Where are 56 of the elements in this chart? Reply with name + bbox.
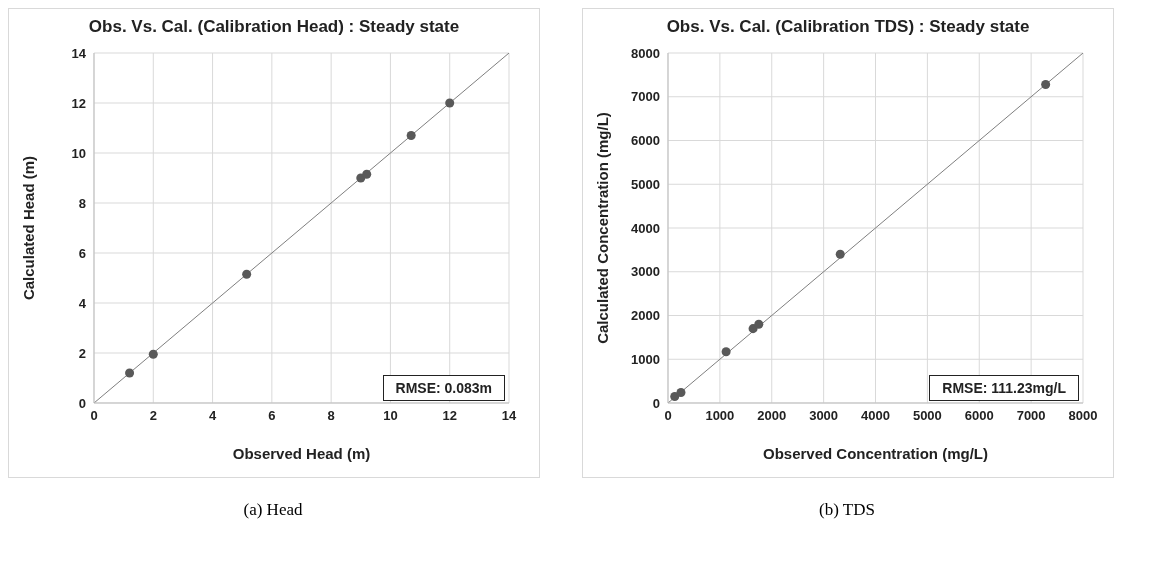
annotation: RMSE: 111.23mg/L bbox=[929, 375, 1079, 401]
point bbox=[754, 319, 764, 329]
y-tick-label: 2000 bbox=[631, 308, 660, 324]
x-tick-label: 1000 bbox=[705, 408, 735, 424]
y-tick-label: 10 bbox=[71, 145, 86, 161]
y-tick-label: 0 bbox=[652, 395, 660, 411]
y-tick-label: 8000 bbox=[631, 45, 660, 61]
y-tick-label: 2 bbox=[78, 345, 86, 361]
point bbox=[148, 349, 158, 359]
x-tick-label: 4000 bbox=[861, 408, 890, 424]
y-tick-label: 6000 bbox=[631, 133, 660, 149]
y-tick-label: 6 bbox=[78, 245, 86, 261]
point bbox=[835, 249, 845, 259]
text: (a) Head bbox=[242, 500, 304, 520]
x-tick-label: 6000 bbox=[964, 408, 994, 424]
x-tick-label: 4 bbox=[208, 408, 217, 424]
point bbox=[362, 169, 372, 179]
x-tick-label: 0 bbox=[664, 408, 672, 424]
y-tick-label: 5000 bbox=[631, 176, 660, 192]
x-tick-label: 8000 bbox=[1068, 408, 1098, 424]
x-tick-label: 7000 bbox=[1016, 408, 1046, 424]
y-tick-label: 4 bbox=[78, 295, 87, 311]
point bbox=[242, 269, 252, 279]
y-tick-label: 14 bbox=[71, 45, 87, 61]
point bbox=[125, 368, 135, 378]
y-tick-label: 12 bbox=[71, 95, 86, 111]
point bbox=[406, 130, 416, 141]
text: (b) TDS bbox=[818, 500, 876, 520]
x-tick-label: 12 bbox=[442, 408, 457, 424]
x-tick-label: 6 bbox=[268, 408, 276, 424]
x-tick-label: 2 bbox=[149, 408, 157, 424]
y-tick-label: 7000 bbox=[631, 89, 660, 105]
x-tick-label: 8 bbox=[327, 408, 335, 424]
x-tick-label: 2000 bbox=[757, 408, 787, 424]
x-axis-title: Observed Head (m) bbox=[232, 445, 371, 462]
x-tick-label: 14 bbox=[501, 408, 517, 424]
point bbox=[676, 387, 686, 398]
x-tick-label: 5000 bbox=[912, 408, 942, 424]
annotation: RMSE: 0.083m bbox=[382, 375, 505, 401]
x-tick-label: 3000 bbox=[809, 408, 839, 424]
y-tick-label: 8 bbox=[78, 195, 86, 211]
y-axis-title: Calculated Concentration (mg/L) bbox=[594, 112, 612, 344]
x-tick-label: 10 bbox=[383, 408, 398, 424]
point bbox=[445, 98, 455, 108]
chart-title: Obs. Vs. Cal. (Calibration Head) : Steady state bbox=[87, 17, 461, 37]
point bbox=[670, 391, 680, 401]
point bbox=[1041, 79, 1051, 90]
y-tick-label: 0 bbox=[78, 395, 86, 411]
x-axis-title: Observed Concentration (mg/L) bbox=[762, 445, 989, 462]
y-tick-label: 4000 bbox=[631, 220, 660, 236]
y-tick-label: 1000 bbox=[631, 351, 660, 367]
point bbox=[721, 347, 731, 357]
y-axis-title: Calculated Head (m) bbox=[20, 155, 38, 301]
chart-title: Obs. Vs. Cal. (Calibration TDS) : Steady state bbox=[665, 17, 1031, 37]
x-tick-label: 0 bbox=[90, 408, 98, 424]
y-tick-label: 3000 bbox=[631, 264, 660, 280]
